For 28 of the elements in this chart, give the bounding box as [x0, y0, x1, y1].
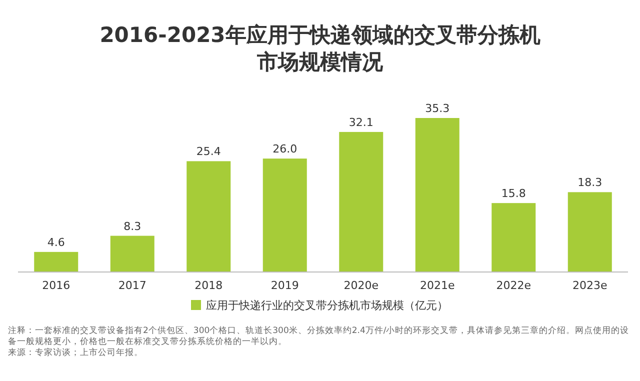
data-label: 18.3: [578, 176, 602, 190]
bar: [34, 252, 78, 272]
x-tick-label: 2022e: [496, 279, 532, 292]
bar: [262, 158, 307, 272]
bar: [415, 118, 460, 272]
x-tick-label: 2017: [118, 279, 146, 292]
data-label: 35.3: [425, 102, 450, 115]
text: 注释：一套标准的交叉带设备指有2个供包区、300个格口、轨道长300米、分拣效率约2.4万件/小时的环形交叉带，具体请参见第三章的介绍。网点使用的设备一般规格更小，价格也一般在标准交叉带分拣系统价格的一半以内。: [8, 326, 630, 348]
bar: [339, 132, 384, 272]
data-label: 32.1: [348, 116, 374, 129]
data-label: 4.6: [47, 236, 65, 249]
data-label: 26.0: [272, 142, 298, 156]
legend-label: 应用于快递行业的交叉带分拣机市场规模（亿元）: [206, 299, 448, 312]
chart-title: 2016-2023年应用于快递领域的交叉带分拣机市场规模情况: [98, 22, 542, 76]
data-label: 25.4: [196, 145, 221, 158]
x-tick-label: 2018: [194, 279, 223, 292]
x-tick-label: 2016: [42, 279, 70, 292]
x-tick-label: 2023e: [572, 279, 608, 292]
bar: [568, 192, 612, 272]
data-label: 15.8: [501, 187, 526, 200]
x-tick-label: 2019: [270, 279, 299, 292]
bar: [110, 236, 154, 272]
data-label: 8.3: [124, 220, 142, 233]
bar: [492, 203, 536, 272]
bar: [186, 161, 231, 272]
x-tick-label: 2021e: [420, 279, 455, 292]
x-tick-label: 2020e: [344, 279, 379, 292]
source-note: 来源：专家访谈；上市公司年报。: [8, 348, 144, 359]
